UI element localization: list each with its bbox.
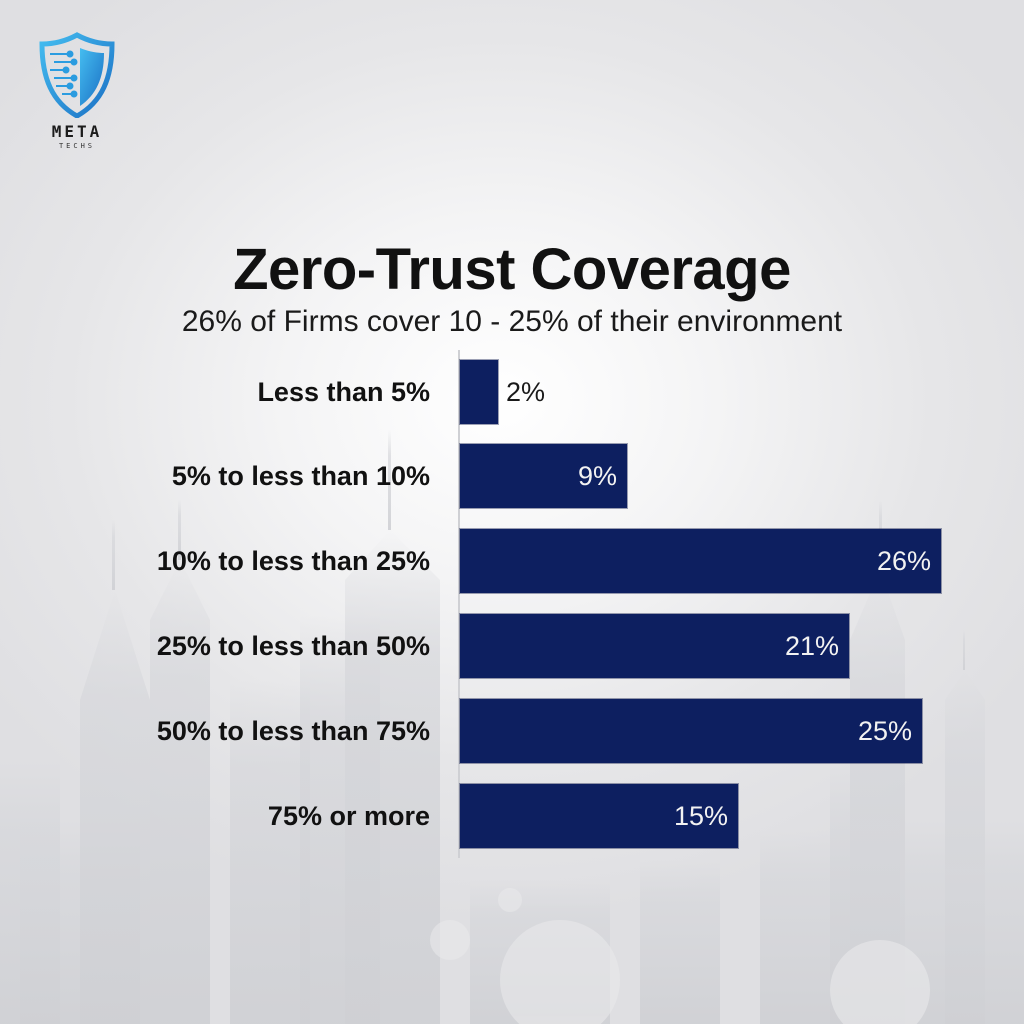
brand-subname: TECHS xyxy=(58,142,96,150)
category-label: 50% to less than 75% xyxy=(156,716,430,746)
bar: 26% xyxy=(460,529,941,593)
category-label: 5% to less than 10% xyxy=(171,461,430,491)
bar-row: 50% to less than 75% 25% xyxy=(0,699,1024,763)
chart-title: Zero-Trust Coverage xyxy=(233,237,791,302)
value-label: 2% xyxy=(506,377,546,407)
shield-circuit-icon xyxy=(39,32,115,118)
bar-row: 5% to less than 10% 9% xyxy=(0,444,1024,508)
category-label: 75% or more xyxy=(267,801,430,831)
category-label: Less than 5% xyxy=(257,377,430,407)
value-label: 21% xyxy=(784,631,839,661)
bar: 25% xyxy=(460,699,922,763)
bar-row: 25% to less than 50% 21% xyxy=(0,614,1024,678)
category-label: 10% to less than 25% xyxy=(156,546,430,576)
bar-row: Less than 5% 2% xyxy=(0,360,1024,424)
bar-row: 75% or more 15% xyxy=(0,784,1024,848)
value-label: 9% xyxy=(577,461,617,491)
bar: 15% xyxy=(460,784,738,848)
chart-subtitle: 26% of Firms cover 10 - 25% of their env… xyxy=(181,305,843,338)
value-label: 25% xyxy=(857,716,912,746)
brand-logo: META TECHS xyxy=(32,32,122,150)
category-label: 25% to less than 50% xyxy=(156,631,430,661)
value-label: 15% xyxy=(673,801,728,831)
bar-row: 10% to less than 25% 26% xyxy=(0,529,1024,593)
bar: 9% xyxy=(460,444,627,508)
bar: 21% xyxy=(460,614,849,678)
brand-name: META xyxy=(51,122,103,141)
bar xyxy=(460,360,498,424)
y-axis-line xyxy=(458,350,460,858)
value-label: 26% xyxy=(876,546,931,576)
